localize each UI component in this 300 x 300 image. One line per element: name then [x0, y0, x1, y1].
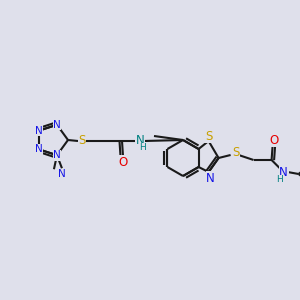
Text: N: N — [136, 134, 144, 148]
Text: N: N — [279, 167, 288, 179]
Text: N: N — [53, 150, 61, 160]
Text: O: O — [118, 155, 127, 169]
Text: N: N — [53, 120, 61, 130]
Text: N: N — [58, 169, 66, 179]
Text: H: H — [140, 143, 146, 152]
Text: H: H — [276, 176, 283, 184]
Text: S: S — [205, 130, 212, 142]
Text: S: S — [232, 146, 239, 158]
Text: N: N — [35, 144, 43, 154]
Text: N: N — [206, 172, 215, 184]
Text: S: S — [78, 134, 86, 148]
Text: O: O — [269, 134, 278, 146]
Text: N: N — [35, 126, 43, 136]
